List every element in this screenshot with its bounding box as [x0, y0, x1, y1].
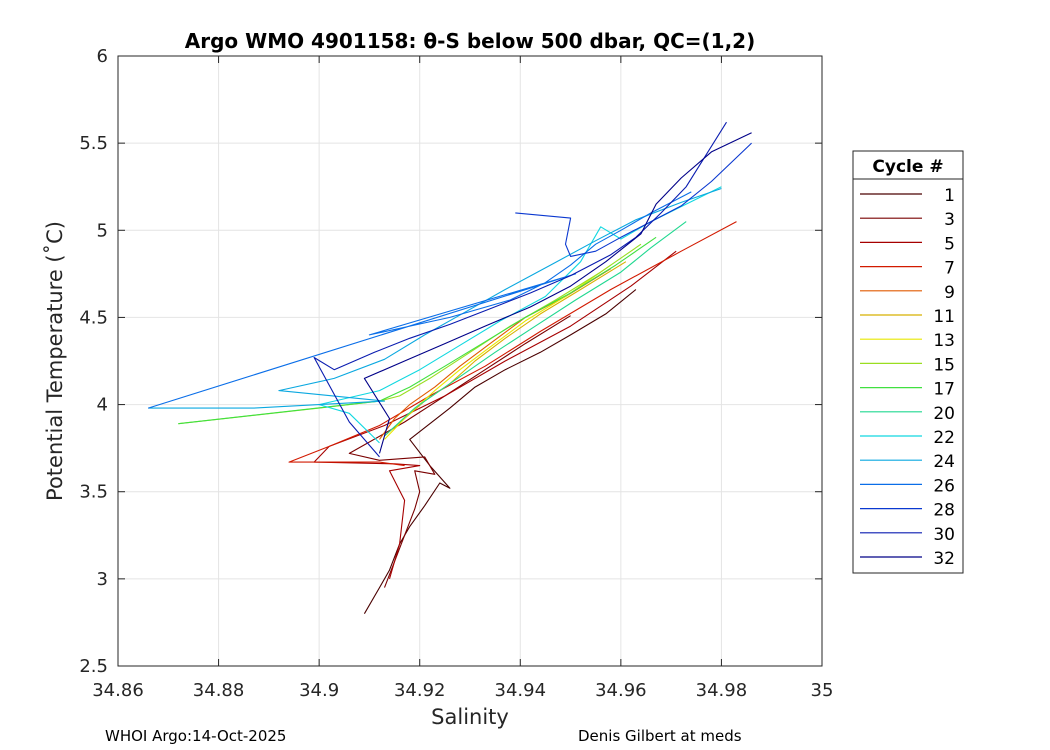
legend-label-cycle-13: 13 [933, 331, 955, 351]
y-axis-ticks: 2.5 3 3.5 4 4.5 5 5.5 6 [79, 46, 822, 677]
x-tick-label: 34.86 [92, 680, 144, 701]
plot-area: 34.86 34.88 34.9 34.92 34.94 34.96 34.98 35 2.5… [79, 46, 833, 701]
series-line-cycle-32 [363, 132, 752, 454]
x-axis-ticks: 34.86 34.88 34.9 34.92 34.94 34.96 34.98 35 [92, 56, 833, 701]
legend-label-cycle-3: 3 [944, 210, 955, 230]
chart-title: Argo WMO 4901158: θ-S below 500 dbar, QC… [185, 29, 755, 53]
legend-label-cycle-1: 1 [944, 186, 955, 206]
legend-label-cycle-15: 15 [933, 355, 955, 375]
y-tick-label: 3 [97, 569, 108, 590]
axes-background [118, 56, 822, 666]
x-tick-label: 34.94 [495, 680, 547, 701]
legend-label-cycle-5: 5 [944, 234, 955, 254]
series-line-cycle-11 [384, 261, 627, 437]
legend-label-cycle-30: 30 [933, 525, 955, 545]
x-axis-label: Salinity [431, 705, 509, 729]
x-tick-label: 34.88 [193, 680, 245, 701]
legend-label-cycle-28: 28 [933, 501, 955, 521]
legend-label-cycle-26: 26 [933, 476, 955, 496]
legend-label-cycle-24: 24 [933, 452, 955, 472]
legend-label-cycle-11: 11 [933, 307, 955, 327]
legend-label-cycle-32: 32 [933, 549, 955, 569]
series-line-cycle-3 [348, 315, 571, 588]
y-tick-label: 4.5 [79, 307, 108, 328]
x-tick-label: 34.9 [299, 680, 339, 701]
legend-title: Cycle # [872, 157, 943, 177]
legend-label-cycle-22: 22 [933, 428, 955, 448]
series-line-cycle-20 [384, 221, 687, 437]
x-tick-label: 34.92 [394, 680, 446, 701]
y-tick-label: 2.5 [79, 656, 108, 677]
y-tick-label: 3.5 [79, 482, 108, 503]
series-line-cycle-17 [178, 236, 657, 425]
series-line-cycle-7 [288, 221, 737, 467]
legend-label-cycle-20: 20 [933, 404, 955, 424]
y-tick-label: 5.5 [79, 133, 108, 154]
series-line-cycle-5 [313, 250, 677, 580]
series-line-cycle-24 [148, 187, 722, 409]
axes-box [117, 55, 823, 667]
series-line-cycle-26 [148, 191, 692, 409]
series-line-cycle-30 [313, 121, 727, 458]
legend-label-cycle-17: 17 [933, 380, 955, 400]
legend-label-cycle-9: 9 [944, 283, 955, 303]
y-tick-label: 5 [97, 220, 108, 241]
x-tick-label: 34.96 [595, 680, 647, 701]
footer-right: Denis Gilbert at meds [578, 727, 742, 745]
legend-box [852, 150, 964, 574]
legend-label-cycle-7: 7 [944, 259, 955, 279]
y-axis-label: Potential Temperature (˚C) [43, 221, 67, 501]
series-line-cycle-28 [515, 142, 752, 257]
series-layer [148, 121, 752, 614]
x-tick-label: 35 [811, 680, 834, 701]
x-tick-label: 34.98 [696, 680, 748, 701]
y-tick-label: 4 [97, 395, 108, 416]
footer-left: WHOI Argo:14-Oct-2025 [105, 727, 286, 745]
y-tick-label: 6 [97, 46, 108, 67]
